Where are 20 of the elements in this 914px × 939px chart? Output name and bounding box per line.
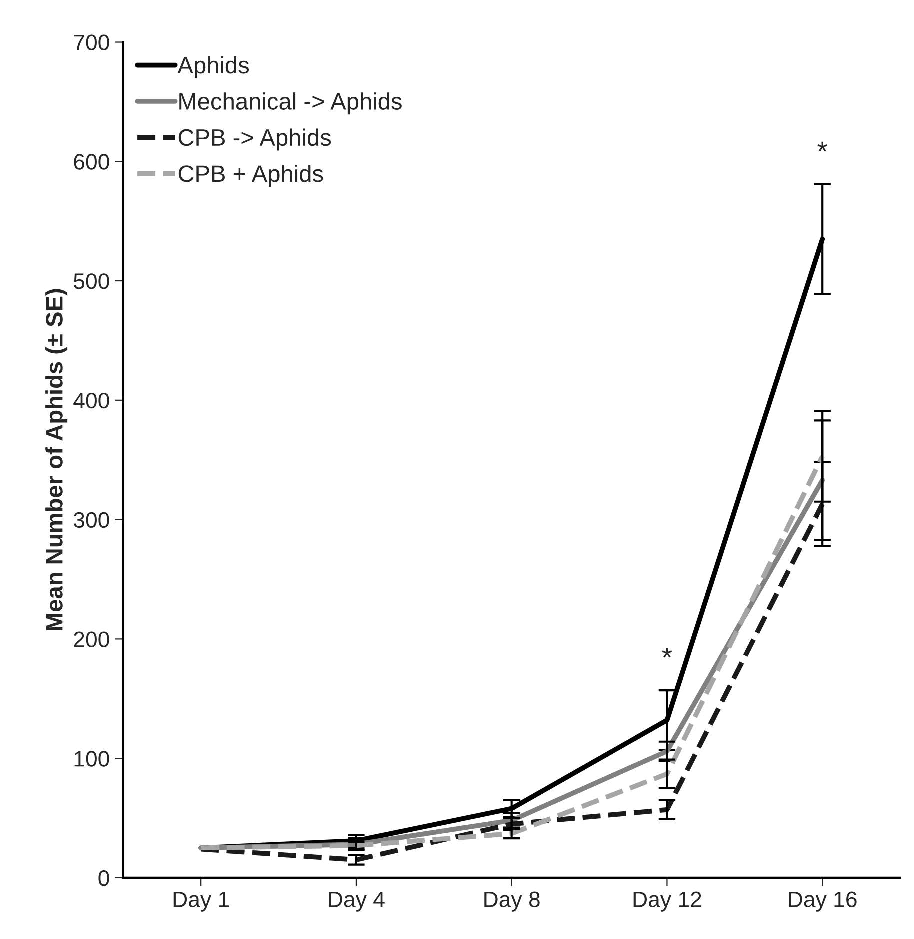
legend-label: CPB + Aphids <box>178 164 324 187</box>
x-tick-label: Day 16 <box>789 892 857 912</box>
x-tick-label: Day 1 <box>174 892 230 912</box>
x-tick-label: Day 12 <box>634 892 702 912</box>
annotation: * <box>662 648 672 658</box>
y-tick-label: 700 <box>74 34 110 51</box>
legend-label: CPB -> Aphids <box>178 128 332 151</box>
legend-label: Mechanical -> Aphids <box>180 92 402 115</box>
y-tick-label: 0 <box>98 870 110 886</box>
y-tick-label: 200 <box>74 632 110 648</box>
y-axis-title: Mean Number of Aphids (± SE) <box>46 289 68 630</box>
y-tick-label: 300 <box>74 512 110 528</box>
y-tick-label: 600 <box>74 154 110 170</box>
legend-label: Aphids <box>178 56 250 78</box>
y-tick-label: 100 <box>74 751 110 767</box>
x-tick-label: Day 4 <box>329 892 385 912</box>
x-tick-label: Day 8 <box>484 892 540 912</box>
y-tick-label: 500 <box>74 274 110 290</box>
y-tick-label: 400 <box>74 392 110 409</box>
annotation: * <box>818 142 828 152</box>
